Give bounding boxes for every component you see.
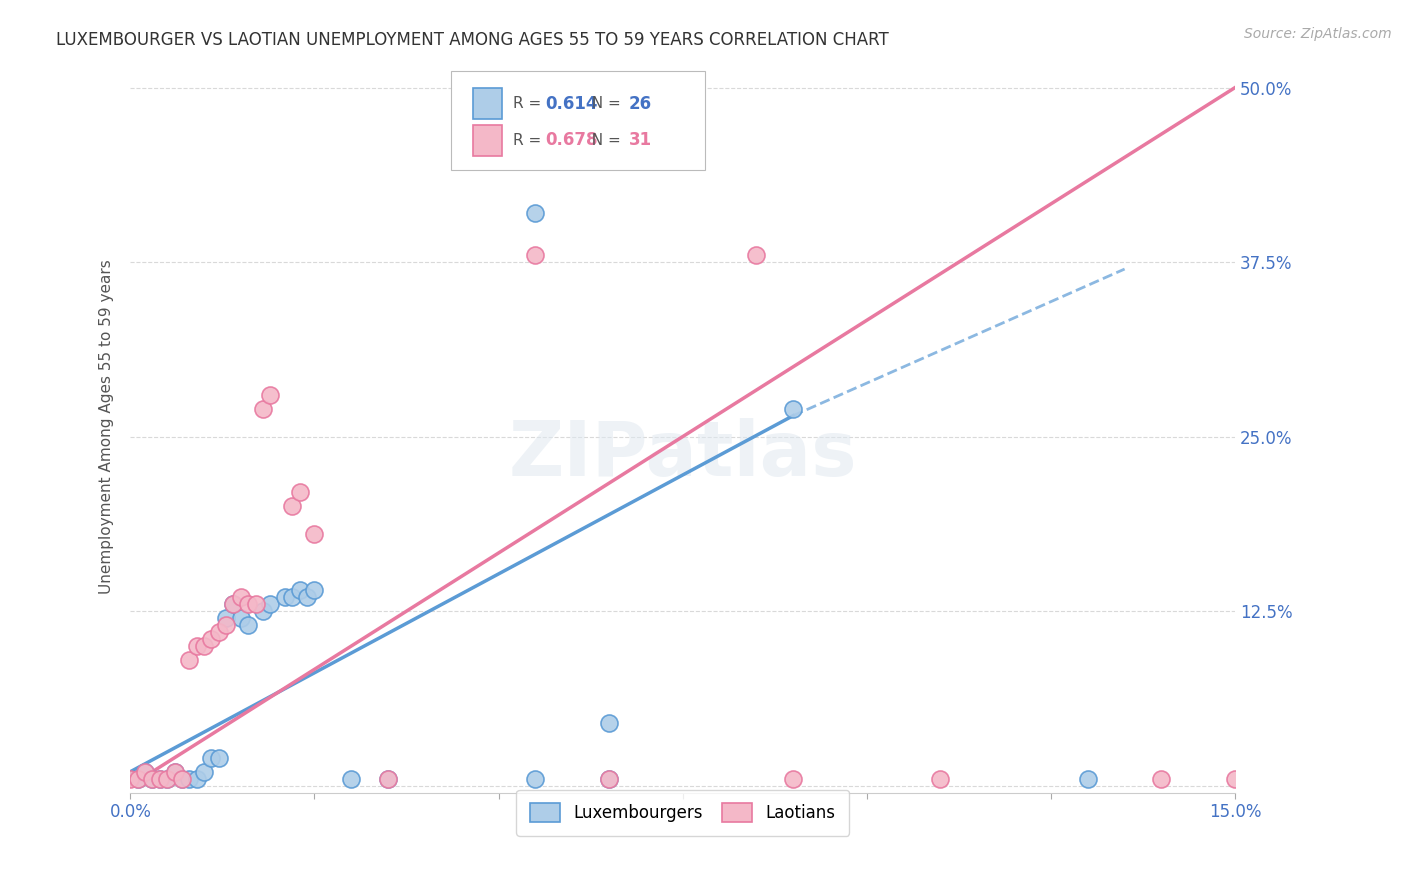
Point	[170, 772, 193, 786]
Point	[141, 772, 163, 786]
Point	[377, 772, 399, 786]
Text: R =: R =	[513, 133, 546, 148]
Point	[281, 500, 304, 514]
Point	[782, 401, 804, 416]
Text: ZIPatlas: ZIPatlas	[509, 418, 858, 492]
Point	[208, 625, 231, 640]
Point	[134, 764, 156, 779]
Point	[377, 772, 399, 786]
Point	[134, 764, 156, 779]
Y-axis label: Unemployment Among Ages 55 to 59 years: Unemployment Among Ages 55 to 59 years	[100, 259, 114, 593]
Text: Source: ZipAtlas.com: Source: ZipAtlas.com	[1244, 27, 1392, 41]
Point	[281, 590, 304, 604]
FancyBboxPatch shape	[451, 70, 704, 169]
Point	[524, 248, 547, 262]
Text: 26: 26	[628, 95, 652, 112]
Point	[929, 772, 952, 786]
Point	[229, 611, 252, 625]
FancyBboxPatch shape	[472, 88, 502, 119]
Text: R =: R =	[513, 96, 546, 112]
Point	[215, 611, 238, 625]
Point	[1077, 772, 1099, 786]
Point	[186, 772, 208, 786]
Legend: Luxembourgers, Laotians: Luxembourgers, Laotians	[516, 789, 849, 836]
Point	[127, 772, 149, 786]
Point	[156, 772, 179, 786]
Point	[163, 764, 186, 779]
Point	[288, 485, 311, 500]
Point	[259, 597, 281, 611]
Point	[1150, 772, 1173, 786]
Point	[141, 772, 163, 786]
Text: LUXEMBOURGER VS LAOTIAN UNEMPLOYMENT AMONG AGES 55 TO 59 YEARS CORRELATION CHART: LUXEMBOURGER VS LAOTIAN UNEMPLOYMENT AMO…	[56, 31, 889, 49]
Point	[524, 206, 547, 220]
Point	[222, 597, 245, 611]
Point	[149, 772, 172, 786]
Point	[598, 772, 620, 786]
Point	[288, 583, 311, 598]
Point	[304, 583, 326, 598]
Point	[120, 772, 142, 786]
Point	[163, 764, 186, 779]
Text: 0.678: 0.678	[546, 131, 598, 149]
Point	[229, 590, 252, 604]
Text: N =: N =	[582, 96, 626, 112]
Point	[274, 590, 297, 604]
Point	[304, 527, 326, 541]
Point	[215, 618, 238, 632]
Point	[340, 772, 363, 786]
Point	[149, 772, 172, 786]
Point	[252, 401, 274, 416]
Point	[186, 639, 208, 653]
Point	[127, 772, 149, 786]
Point	[238, 597, 260, 611]
Point	[252, 604, 274, 618]
Point	[598, 772, 620, 786]
Point	[222, 597, 245, 611]
Point	[524, 772, 547, 786]
Point	[200, 632, 222, 646]
Text: N =: N =	[582, 133, 626, 148]
Point	[156, 772, 179, 786]
Point	[179, 772, 201, 786]
Point	[193, 764, 215, 779]
Point	[208, 750, 231, 764]
Text: 31: 31	[628, 131, 652, 149]
Point	[170, 772, 193, 786]
Point	[245, 597, 267, 611]
Text: 0.614: 0.614	[546, 95, 598, 112]
Point	[200, 750, 222, 764]
Point	[295, 590, 318, 604]
Point	[179, 653, 201, 667]
Point	[259, 388, 281, 402]
Point	[1223, 772, 1246, 786]
Point	[193, 639, 215, 653]
Point	[598, 715, 620, 730]
Point	[238, 618, 260, 632]
Point	[745, 248, 768, 262]
Point	[782, 772, 804, 786]
FancyBboxPatch shape	[472, 125, 502, 155]
